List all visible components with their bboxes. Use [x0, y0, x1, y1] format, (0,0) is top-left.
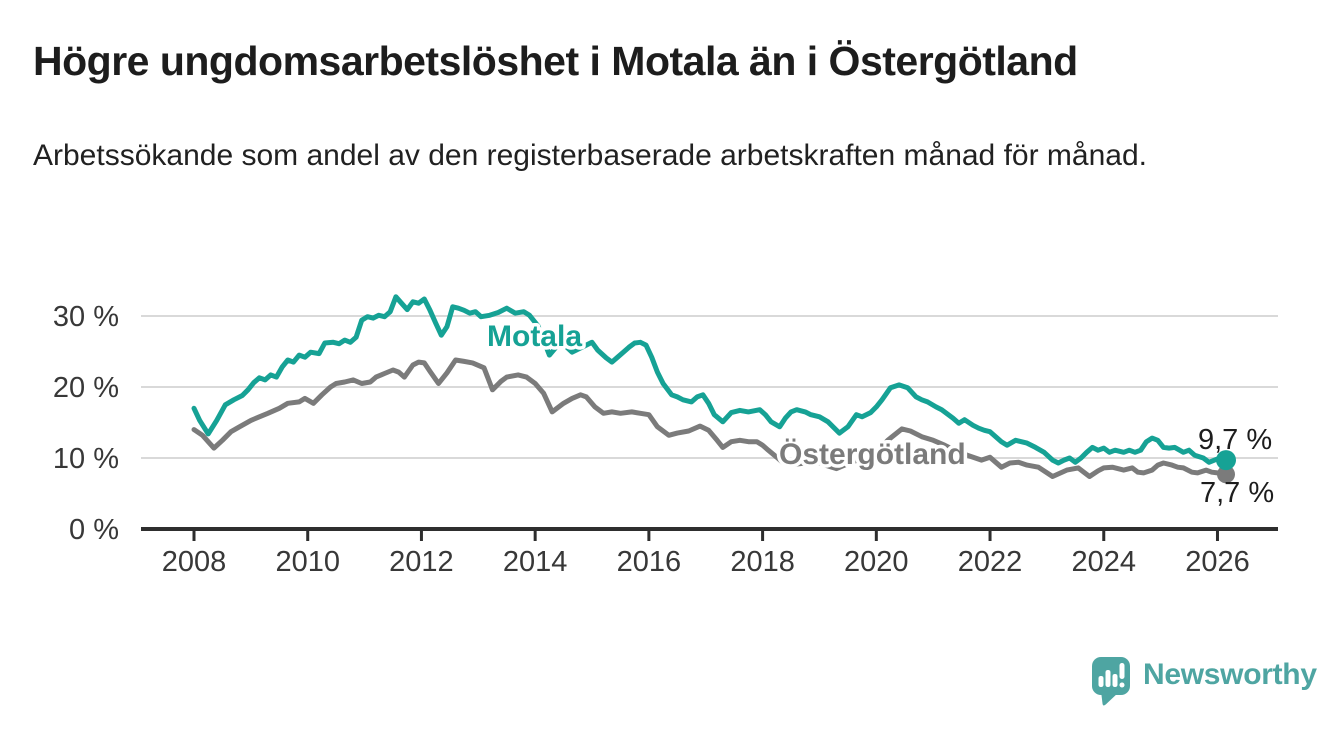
x-axis-tick-label: 2018 [730, 546, 795, 578]
ostergotland-series-label: Östergötland [779, 438, 966, 471]
y-axis-labels: 0 % 10 % 20 % 30 % [53, 301, 119, 546]
ostergotland-line [191, 357, 1229, 479]
y-axis-tick-label: 30 % [53, 301, 119, 333]
gridlines [141, 315, 1278, 459]
x-axis-tick-label: 2022 [958, 546, 1023, 578]
newsworthy-logo-icon [1092, 657, 1130, 706]
y-axis-tick-label: 10 % [53, 443, 119, 475]
y-axis-tick-label: 0 % [69, 514, 119, 546]
x-axis-tick-label: 2020 [844, 546, 909, 578]
x-axis-tick-label: 2012 [389, 546, 454, 578]
x-axis-tick-label: 2026 [1185, 546, 1250, 578]
motala-end-value-label: 9,7 % [1198, 424, 1272, 456]
ostergotland-end-value-label: 7,7 % [1200, 477, 1274, 509]
newsworthy-logo-text: Newsworthy [1143, 658, 1317, 691]
motala-line [191, 294, 1229, 466]
ostergotland-end-dot [1217, 465, 1235, 484]
x-axis-tick-label: 2008 [162, 546, 227, 578]
y-axis-tick-label: 20 % [53, 372, 119, 404]
x-axis-tick-label: 2014 [503, 546, 568, 578]
x-axis-tick-label: 2016 [617, 546, 682, 578]
x-axis-labels: 2008 2010 2012 2014 2016 2018 2020 2022 2024 2026 [162, 546, 1250, 578]
motala-series-label: Motala [487, 320, 582, 353]
chart-subtitle: Arbetssökande som andel av den registerb… [33, 139, 1147, 172]
x-axis-tick-label: 2024 [1072, 546, 1137, 578]
chart-title: Högre ungdomsarbetslöshet i Motala än i … [33, 38, 1078, 84]
newsworthy-logo[interactable]: Newsworthy [1090, 655, 1317, 707]
x-axis-tick-label: 2010 [275, 546, 340, 578]
x-axis-ticks [192, 529, 1219, 541]
motala-end-dot [1216, 450, 1236, 471]
